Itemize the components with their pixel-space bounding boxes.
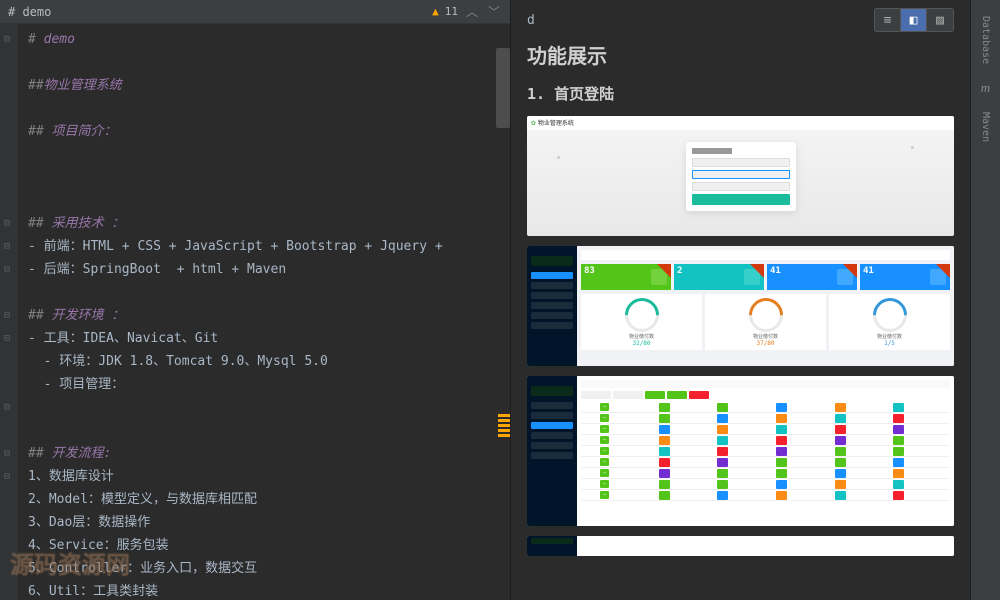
right-tool-panel: Database m Maven	[970, 0, 1000, 600]
view-list-icon[interactable]: ≡	[875, 9, 901, 31]
editor-tab-bar: # demo ▲ 11 ︿ ﹀	[0, 0, 510, 24]
warning-icon[interactable]: ▲	[432, 5, 439, 18]
view-mode-group: ≡ ◧ ▨	[874, 8, 954, 32]
screenshot-login: ✿物业管理系统	[527, 116, 954, 236]
nav-up-icon[interactable]: ︿	[464, 3, 480, 20]
warning-marks	[498, 414, 510, 439]
gutter: ⊟⊟⊟⊟⊟⊟⊟⊟⊟	[0, 24, 18, 600]
preview-h2: 功能展示	[527, 40, 954, 69]
screenshot-table: — — — — — — — — —	[527, 376, 954, 526]
maven-tab-icon[interactable]: m	[979, 72, 992, 104]
screenshot-partial	[527, 536, 954, 556]
preview-body[interactable]: 功能展示 1. 首页登陆 ✿物业管理系统	[511, 40, 970, 600]
database-tab[interactable]: Database	[978, 8, 993, 72]
screenshot-dashboard: 8324141 物业缴付数32/80物业缴付数37/80物业缴付数1/5	[527, 246, 954, 366]
preview-pane: d ≡ ◧ ▨ 功能展示 1. 首页登陆 ✿物业管理系统	[510, 0, 970, 600]
preview-h3: 1. 首页登陆	[527, 83, 954, 104]
scrollbar-vertical[interactable]	[496, 48, 510, 128]
preview-breadcrumb: d	[527, 13, 535, 28]
warning-count[interactable]: 11	[445, 5, 458, 18]
view-split-icon[interactable]: ◧	[901, 9, 927, 31]
code-editor[interactable]: ⊟⊟⊟⊟⊟⊟⊟⊟⊟ # demo ##物业管理系统 ## 项目简介： ## 采用…	[0, 24, 510, 600]
view-image-icon[interactable]: ▨	[927, 9, 953, 31]
editor-pane: # demo ▲ 11 ︿ ﹀ ⊟⊟⊟⊟⊟⊟⊟⊟⊟ # demo ##物业管理系…	[0, 0, 510, 600]
tab-title[interactable]: # demo	[8, 5, 51, 19]
maven-tab[interactable]: Maven	[978, 104, 993, 150]
nav-down-icon[interactable]: ﹀	[486, 3, 502, 20]
